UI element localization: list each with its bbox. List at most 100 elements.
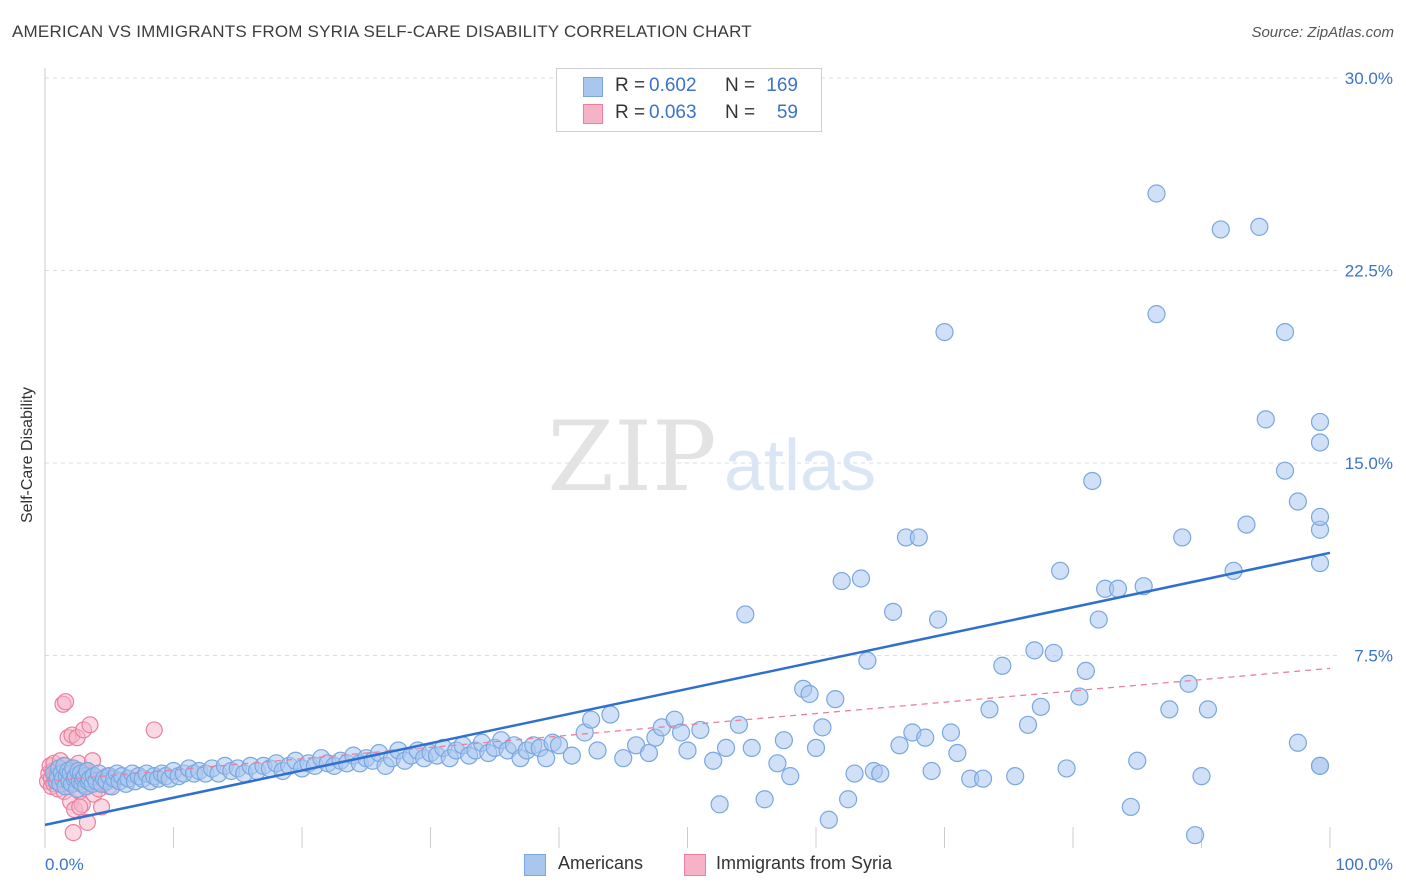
americans-point (1310, 507, 1330, 527)
americans-points (44, 184, 1330, 845)
bottom-americans-label: Americans (558, 853, 644, 873)
americans-point (973, 769, 993, 788)
syria-swatch (583, 104, 603, 124)
americans-point (1288, 492, 1307, 511)
syria-point (64, 823, 82, 842)
syria-point (56, 693, 75, 711)
americans-point (819, 810, 838, 829)
y-tick-label: 30.0% (1345, 69, 1393, 88)
bottom-syria-label: Immigrants from Syria (716, 853, 893, 873)
americans-point (871, 764, 890, 783)
syria-point (145, 721, 163, 739)
legend-row-syria: R = 0.063 N = 59 (557, 100, 821, 126)
americans-point (1211, 220, 1230, 239)
americans-point (678, 741, 697, 760)
syria-r-label: R = (615, 102, 646, 123)
correlation-legend: R = 0.602 N = 169 R = 0.063 N = 59 (556, 68, 822, 132)
americans-point (813, 718, 832, 737)
trend-lines (44, 551, 1331, 827)
syria-n-value: 59 (776, 102, 798, 123)
americans-point (832, 571, 851, 591)
americans-r-label: R = (615, 75, 646, 96)
bottom-syria-swatch (684, 854, 706, 876)
americans-point (1310, 412, 1330, 432)
americans-point (826, 690, 845, 709)
americans-point (1121, 797, 1140, 817)
syria-trend-line (44, 667, 1331, 782)
americans-point (1006, 767, 1025, 786)
americans-point (1310, 433, 1330, 452)
americans-point (1108, 579, 1128, 598)
americans-point (1256, 410, 1275, 429)
americans-trend-line (44, 551, 1331, 827)
americans-point (980, 700, 999, 719)
americans-point (928, 610, 948, 629)
americans-point (639, 743, 659, 763)
source-label: Source: ZipAtlas.com (1251, 24, 1394, 41)
watermark-atlas: atlas (724, 426, 876, 506)
americans-point (1160, 700, 1179, 719)
americans-point (1310, 756, 1330, 775)
americans-point (890, 736, 909, 755)
y-tick-label: 15.0% (1345, 454, 1393, 473)
americans-point (755, 790, 774, 809)
legend-row-americans: R = 0.602 N = 169 (557, 73, 821, 99)
americans-point (614, 749, 633, 768)
americans-swatch (583, 77, 603, 97)
americans-point (671, 723, 691, 742)
americans-point (1128, 751, 1147, 770)
americans-point (1025, 641, 1044, 660)
americans-point (941, 723, 961, 742)
americans-point (1237, 515, 1256, 534)
americans-point (948, 743, 967, 763)
americans-point (1083, 471, 1102, 491)
americans-point (1031, 697, 1050, 716)
americans-point (1076, 661, 1095, 681)
americans-point (742, 738, 761, 758)
syria-n-label: N = (725, 102, 756, 123)
americans-point (562, 746, 581, 765)
americans-point (1070, 687, 1089, 706)
americans-point (588, 741, 607, 760)
syria-point (71, 798, 89, 816)
x-tick-label: 0.0% (45, 855, 84, 874)
americans-point (1018, 715, 1038, 734)
americans-point (1051, 561, 1070, 580)
americans-point (549, 736, 569, 755)
americans-point (1275, 461, 1295, 480)
americans-point (883, 602, 903, 621)
tick-labels: 7.5% 15.0% 22.5% 30.0% 0.0% 100.0% (45, 69, 1393, 874)
americans-point (537, 749, 556, 768)
americans-point (1173, 528, 1192, 547)
americans-point (1198, 700, 1218, 719)
chart-title: AMERICAN VS IMMIGRANTS FROM SYRIA SELF-C… (12, 22, 752, 41)
x-tick-label: 100.0% (1335, 855, 1393, 874)
bottom-americans-swatch (524, 854, 546, 876)
americans-point (1044, 643, 1063, 663)
americans-point (1288, 733, 1307, 752)
americans-point (704, 751, 723, 770)
americans-point (1250, 217, 1269, 236)
americans-point (1275, 323, 1295, 342)
americans-point (582, 710, 601, 729)
americans-point (993, 656, 1012, 675)
americans-point (1192, 767, 1211, 786)
americans-point (845, 764, 864, 783)
americans-point (1179, 674, 1198, 693)
americans-point (1057, 759, 1076, 778)
watermark-zip: ZIP (547, 401, 716, 513)
americans-point (800, 684, 819, 704)
americans-point (858, 651, 877, 670)
americans-n-value: 169 (766, 75, 798, 96)
americans-r-value: 0.602 (649, 75, 697, 96)
americans-point (736, 605, 755, 624)
americans-point (922, 761, 941, 781)
americans-point (916, 728, 935, 747)
y-tick-label: 22.5% (1345, 262, 1393, 281)
americans-point (806, 738, 826, 758)
americans-point (839, 790, 858, 809)
americans-point (710, 795, 729, 814)
americans-point (1147, 305, 1166, 324)
americans-point (768, 754, 787, 773)
